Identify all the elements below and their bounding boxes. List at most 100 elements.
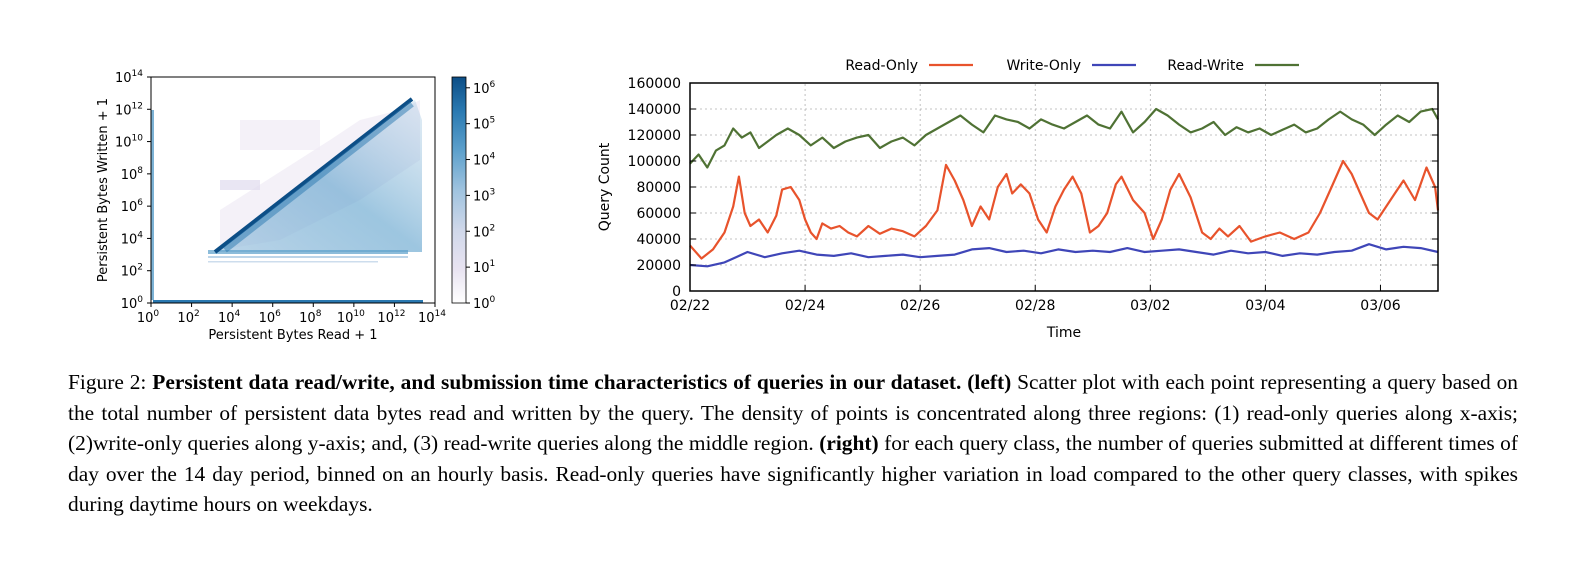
line-chart-y-tick-label: 160000 <box>628 76 681 92</box>
density-floor <box>208 256 408 258</box>
tick-base: 10 <box>473 154 490 169</box>
tick-base: 10 <box>137 311 154 326</box>
density-y-axis-strip <box>151 110 154 300</box>
heatmap-frame <box>150 76 436 304</box>
tick-base: 10 <box>121 265 138 280</box>
tick-exponent: 14 <box>132 69 144 79</box>
line-chart-x-tick-label: 03/06 <box>1360 298 1400 314</box>
tick-exponent: 10 <box>132 134 144 144</box>
heatmap-y-tick-label: 104 <box>121 230 144 247</box>
density-diagonal-halo <box>223 101 414 253</box>
line-chart-y-tick-label: 20000 <box>636 258 681 274</box>
heatmap-y-tick-label: 102 <box>121 263 143 280</box>
legend-label: Read-Write <box>1167 58 1244 74</box>
density-x-axis-strip <box>153 300 423 303</box>
tick-exponent: 4 <box>490 152 496 162</box>
density-floor <box>208 261 378 263</box>
density-band <box>220 180 260 190</box>
caption-right-text: for each query class, the number of quer… <box>68 431 1518 516</box>
colorbar-tick-label: 101 <box>473 259 495 276</box>
tick-base: 10 <box>473 118 490 133</box>
tick-exponent: 12 <box>394 309 405 319</box>
heatmap-y-tick-label: 1014 <box>115 69 143 86</box>
heatmap-x-tick-label: 108 <box>299 309 322 326</box>
line-chart-x-tick-label: 02/22 <box>670 298 710 314</box>
tick-exponent: 3 <box>490 187 496 197</box>
tick-base: 10 <box>259 311 276 326</box>
tick-base: 10 <box>121 168 138 183</box>
line-chart-x-tick-label: 02/28 <box>1015 298 1055 314</box>
line-chart-y-tick-label: 80000 <box>636 180 681 196</box>
heatmap-x-tick-label: 102 <box>177 309 199 326</box>
tick-base: 10 <box>473 225 490 240</box>
tick-base: 10 <box>418 311 435 326</box>
tick-exponent: 6 <box>137 198 143 208</box>
heatmap-x-ticks: 100 102 104 106 108 1010 1012 1014 <box>137 303 446 326</box>
heatmap-y-label: Persistent Bytes Written + 1 <box>96 98 111 282</box>
tick-base: 10 <box>377 311 394 326</box>
line-chart-x-tick-label: 03/02 <box>1130 298 1170 314</box>
line-chart-y-tick-label: 120000 <box>628 128 681 144</box>
heatmap-x-tick-label: 1014 <box>418 309 446 326</box>
tick-exponent: 0 <box>490 295 496 305</box>
colorbar-tick-label: 102 <box>473 223 495 240</box>
tick-base: 10 <box>121 200 138 215</box>
tick-exponent: 1 <box>490 259 496 269</box>
tick-base: 10 <box>473 261 490 276</box>
tick-base: 10 <box>473 297 490 312</box>
tick-base: 10 <box>115 136 132 151</box>
heatmap-x-tick-label: 104 <box>218 309 241 326</box>
line-chart-y-tick-label: 0 <box>672 284 681 300</box>
tick-exponent: 12 <box>132 101 143 111</box>
line-chart-series <box>689 107 1440 268</box>
line-chart-x-ticks: 02/22 02/24 02/26 02/28 03/02 03/04 03/06 <box>670 285 1401 314</box>
density-diagonal <box>213 97 414 254</box>
figure-caption: Figure 2: Persistent data read/write, an… <box>68 367 1518 520</box>
line-chart-y-tick-label: 60000 <box>636 206 681 222</box>
density-band <box>240 120 320 150</box>
tick-exponent: 0 <box>137 295 143 305</box>
tick-exponent: 8 <box>137 166 143 176</box>
legend-label: Write-Only <box>1007 58 1081 74</box>
heatmap-panel: 100 102 104 106 108 1010 1012 1014 100102104106… <box>96 69 496 343</box>
heatmap-y-tick-label: 1010 <box>115 134 143 151</box>
heatmap-y-tick-label: 100 <box>121 295 144 312</box>
colorbar-tick-label: 105 <box>473 116 495 133</box>
caption-figure-label: Figure 2: <box>68 370 147 394</box>
tick-exponent: 6 <box>490 80 496 90</box>
line-chart-y-label: Query Count <box>597 142 613 231</box>
tick-exponent: 14 <box>435 309 447 319</box>
tick-base: 10 <box>299 311 316 326</box>
heatmap-x-tick-label: 1010 <box>337 309 365 326</box>
tick-exponent: 6 <box>275 309 281 319</box>
tick-exponent: 4 <box>235 309 241 319</box>
tick-exponent: 8 <box>316 309 322 319</box>
colorbar-tick-label: 106 <box>473 80 496 97</box>
tick-base: 10 <box>121 232 138 247</box>
heatmap-x-label: Persistent Bytes Read + 1 <box>208 328 377 343</box>
tick-exponent: 10 <box>353 309 365 319</box>
series-line-write-only <box>689 243 1439 268</box>
tick-exponent: 4 <box>137 230 143 240</box>
line-chart-y-ticks: 0 20000 40000 60000 80000 100000 120000 140000 1… <box>628 76 1438 300</box>
tick-base: 10 <box>337 311 354 326</box>
tick-exponent: 2 <box>194 309 200 319</box>
tick-exponent: 5 <box>490 116 496 126</box>
figure-canvas: 100 102 104 106 108 1010 1012 1014 100102104106… <box>96 58 1440 343</box>
line-chart-x-tick-label: 02/26 <box>900 298 940 314</box>
colorbar-tick-label: 104 <box>473 152 496 169</box>
line-chart-x-tick-label: 03/04 <box>1245 298 1285 314</box>
tick-base: 10 <box>177 311 194 326</box>
heatmap-y-tick-label: 1012 <box>115 101 143 118</box>
colorbar-tick-label: 100 <box>473 295 496 312</box>
heatmap-x-tick-label: 1012 <box>377 309 405 326</box>
tick-base: 10 <box>473 189 490 204</box>
legend-label: Read-Only <box>845 58 918 74</box>
heatmap-x-tick-label: 100 <box>137 309 160 326</box>
line-chart-legend: Read-Only Write-Only Read-Write <box>845 58 1299 74</box>
caption-left-label: (left) <box>967 370 1012 394</box>
caption-right-label: (right) <box>819 431 879 455</box>
heatmap-y-tick-label: 106 <box>121 198 144 215</box>
caption-left-text: Scatter plot with each point representin… <box>68 370 1518 455</box>
